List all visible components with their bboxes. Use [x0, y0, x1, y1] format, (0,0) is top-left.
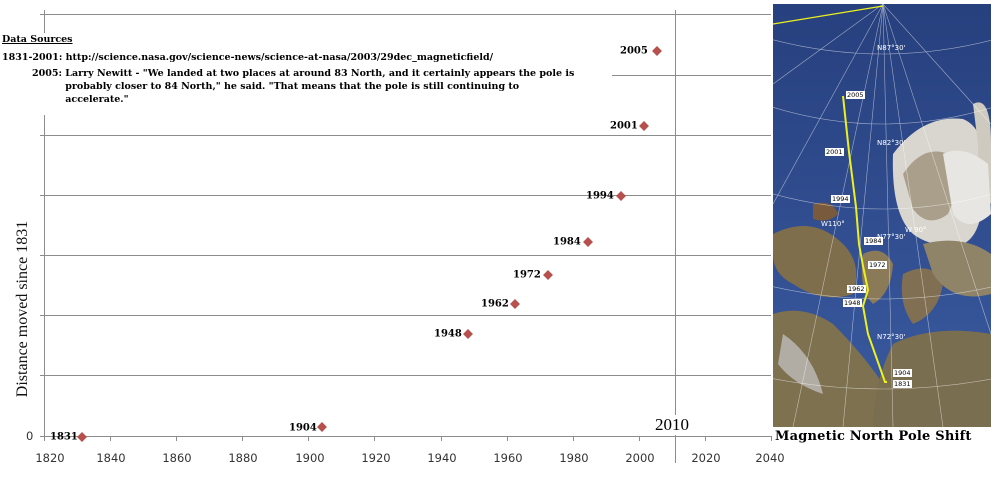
map-path-label: 1904: [893, 369, 912, 377]
source-years: 2005:: [32, 68, 66, 79]
gridline: [44, 255, 771, 256]
source-url: http://science.nasa.gov/science-news/sci…: [65, 52, 494, 63]
data-point-label: 2001: [610, 120, 638, 132]
gridline: [44, 14, 771, 15]
map-grid-label: W 90°: [905, 226, 927, 234]
data-point-label: 1994: [586, 190, 614, 202]
x-tick-label: 1900: [295, 451, 325, 465]
source-quote: Larry Newitt - "We landed at two places …: [65, 68, 575, 105]
year-2010-label: 2010: [653, 415, 691, 435]
x-tick-label: 1980: [559, 451, 589, 465]
map-path-label: 1962: [847, 285, 866, 293]
y-tick: [40, 135, 44, 136]
x-tick: [639, 436, 640, 441]
data-point-marker: [463, 329, 473, 339]
y-tick-label-zero: 0: [26, 429, 34, 443]
map-grid-label: N82°30': [877, 139, 906, 147]
map-grid-label: N72°30': [877, 333, 906, 341]
data-point-marker: [543, 270, 553, 280]
map-path-label: 1984: [864, 237, 883, 245]
y-tick: [40, 436, 44, 437]
y-tick: [40, 315, 44, 316]
x-tick: [573, 436, 574, 441]
gridline: [44, 375, 771, 376]
source-row: 1831-2001: http://science.nasa.gov/scien…: [2, 51, 612, 64]
map-path-label: 2005: [846, 91, 865, 99]
x-tick: [110, 436, 111, 441]
data-point-marker: [639, 121, 649, 131]
map-grid-label: N77°30': [877, 233, 906, 241]
x-tick: [242, 436, 243, 441]
data-point-label: 1948: [434, 328, 462, 340]
gridline: [44, 135, 771, 136]
data-sources-title: Data Sources: [2, 34, 73, 45]
x-axis-line: [44, 436, 771, 437]
data-point-marker: [77, 432, 87, 442]
x-tick: [507, 436, 508, 441]
data-point-marker: [583, 237, 593, 247]
chart-area: 0 Distance moved since 1831 1820 1840 18…: [2, 10, 785, 465]
x-tick: [176, 436, 177, 441]
x-tick: [44, 436, 45, 441]
y-tick: [40, 195, 44, 196]
y-axis-title: Distance moved since 1831: [14, 220, 31, 398]
gridline: [612, 75, 771, 76]
data-point-marker: [616, 191, 626, 201]
x-tick-label: 2020: [691, 451, 721, 465]
data-point-label: 1831: [50, 431, 78, 443]
y-tick: [40, 14, 44, 15]
map-path-label: 1972: [868, 261, 887, 269]
map-grid-label: W110°: [821, 220, 845, 228]
x-tick: [441, 436, 442, 441]
source-years: 1831-2001:: [2, 52, 66, 63]
data-point-marker: [652, 46, 662, 56]
x-tick: [308, 436, 309, 441]
map-path-label: 1831: [893, 380, 912, 388]
x-tick: [374, 436, 375, 441]
map-path-label: 1994: [831, 195, 850, 203]
data-point-marker: [510, 299, 520, 309]
map-path-label: 2001: [825, 148, 844, 156]
x-tick-label: 2000: [625, 451, 655, 465]
gridline: [44, 195, 771, 196]
pole-shift-map: N87°30' N82°30' N77°30' N72°30' W110° W …: [773, 4, 991, 427]
data-point-label: 2005: [620, 45, 648, 57]
map-path-label: 1948: [843, 299, 862, 307]
x-tick-label: 1960: [493, 451, 523, 465]
data-point-label: 1984: [553, 236, 581, 248]
x-tick-label: 1940: [427, 451, 457, 465]
data-point-label: 1972: [513, 269, 541, 281]
x-tick: [705, 436, 706, 441]
x-tick-label: 1880: [228, 451, 258, 465]
y-tick: [40, 255, 44, 256]
data-sources-note: Data Sources 1831-2001: http://science.n…: [2, 33, 612, 115]
data-point-label: 1904: [289, 422, 317, 434]
x-tick-label: 1840: [96, 451, 126, 465]
y-axis-line: [44, 10, 45, 437]
x-tick-label: 1920: [361, 451, 391, 465]
x-tick-label: 1860: [162, 451, 192, 465]
source-row: 2005: Larry Newitt - "We landed at two p…: [2, 67, 612, 106]
data-point-label: 1962: [481, 298, 509, 310]
x-tick-label: 1820: [35, 451, 65, 465]
data-point-marker: [317, 422, 327, 432]
x-tick-label: 2040: [755, 451, 785, 465]
year-2010-line: [675, 10, 676, 463]
map-graphic: [773, 4, 991, 427]
map-caption: Magnetic North Pole Shift: [775, 429, 972, 444]
gridline: [44, 315, 771, 316]
y-tick: [40, 375, 44, 376]
map-grid-label: N87°30': [877, 44, 906, 52]
x-tick: [771, 436, 772, 441]
